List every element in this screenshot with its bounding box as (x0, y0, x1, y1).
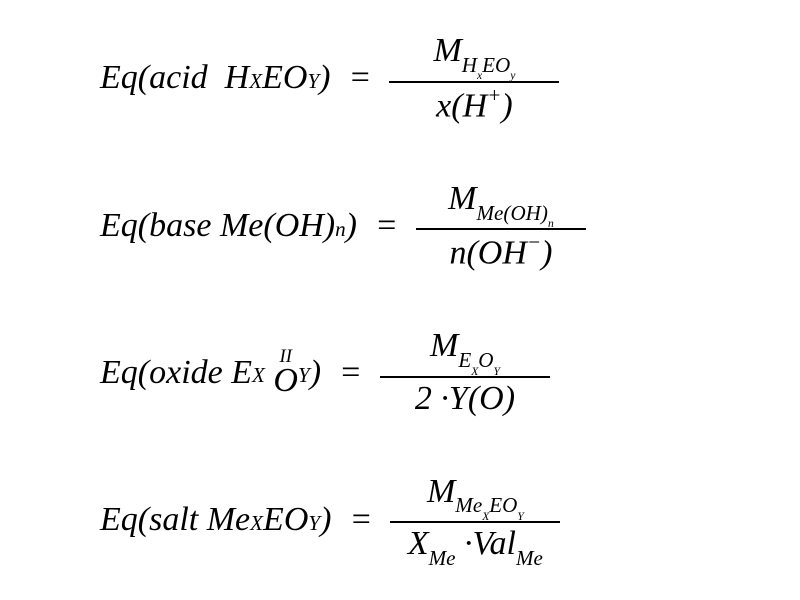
n: n (449, 235, 466, 272)
sub-X: X (249, 71, 262, 92)
denominator: XMe ·ValMe (400, 523, 551, 570)
equals-sign: = (367, 209, 406, 243)
numerator: MEXOY (422, 325, 508, 376)
minus: − (527, 230, 541, 254)
label: salt (149, 503, 198, 537)
O: O (479, 380, 504, 417)
Y: Y (449, 380, 468, 417)
sub-Y: Y (307, 71, 319, 92)
lhs-acid: Eq(acid HXEOY) (100, 61, 331, 95)
dot: · (440, 380, 449, 417)
denominator: x(H+) (428, 83, 521, 127)
EO: EO (263, 503, 308, 537)
fraction-acid: MHxEOy x(H+) (389, 30, 559, 127)
denominator: n(OH−) (441, 230, 560, 274)
M-sub: MeXEOY (455, 493, 524, 517)
OH: OH (275, 209, 324, 243)
equals-sign: = (341, 503, 380, 537)
Val: Val (473, 525, 516, 562)
label: acid (149, 61, 208, 95)
equals-sign: = (341, 61, 380, 95)
O-with-II: IIO (273, 349, 298, 396)
H: H (225, 61, 250, 95)
M: M (427, 473, 455, 510)
O: O (273, 366, 298, 397)
rparen: ) (319, 61, 330, 95)
sub-Y: Y (298, 365, 310, 386)
equation-oxide: Eq(oxide EX IIOY) = MEXOY 2 ·Y(O) (100, 325, 760, 420)
equation-base: Eq(base Me(OH)n) = MMe(OH)n n(OH−) (100, 178, 760, 275)
equation-salt: Eq(salt MeXEOY) = MMeXEOY XMe ·ValMe (100, 471, 760, 570)
sub-X: X (250, 513, 263, 534)
numerator: MHxEOy (425, 30, 523, 81)
E: E (231, 356, 252, 390)
plus: + (487, 83, 501, 107)
denominator: 2 ·Y(O) (407, 378, 523, 420)
H: H (463, 87, 488, 124)
lhs-base: Eq(base Me(OH)n) (100, 209, 357, 243)
numerator: MMe(OH)n (440, 178, 562, 229)
M-sub: HxEOy (462, 53, 516, 77)
lparen: ( (138, 61, 149, 95)
Me: Me (207, 503, 250, 537)
sub-n: n (335, 219, 346, 240)
EO: EO (262, 61, 307, 95)
func: Eq (100, 61, 138, 95)
M: M (448, 180, 476, 217)
label: base (149, 209, 211, 243)
fraction-salt: MMeXEOY XMe ·ValMe (390, 471, 560, 570)
two: 2 (415, 380, 432, 417)
equals-sign: = (331, 356, 370, 390)
x: x (436, 87, 451, 124)
lhs-salt: Eq(salt MeXEOY) (100, 503, 331, 537)
M: M (430, 327, 458, 364)
X-sub: Me (429, 546, 456, 570)
numerator: MMeXEOY (419, 471, 532, 522)
equations-page: Eq(acid HXEOY) = MHxEOy x(H+) Eq(base Me… (0, 0, 800, 600)
equation-acid: Eq(acid HXEOY) = MHxEOy x(H+) (100, 30, 760, 127)
M-sub: EXOY (458, 348, 500, 372)
X: X (408, 525, 429, 562)
label: oxide (149, 356, 223, 390)
Me: Me (220, 209, 263, 243)
fraction-base: MMe(OH)n n(OH−) (416, 178, 586, 275)
Val-sub: Me (516, 546, 543, 570)
sub-X: X (252, 365, 265, 386)
M-sub: Me(OH)n (477, 201, 554, 225)
OH: OH (478, 235, 527, 272)
func: Eq (100, 209, 138, 243)
fraction-oxide: MEXOY 2 ·Y(O) (380, 325, 550, 420)
M: M (433, 32, 461, 69)
sub-Y: Y (308, 513, 320, 534)
dot: · (464, 525, 473, 562)
func: Eq (100, 503, 138, 537)
lhs-oxide: Eq(oxide EX IIOY) (100, 349, 321, 396)
func: Eq (100, 356, 138, 390)
